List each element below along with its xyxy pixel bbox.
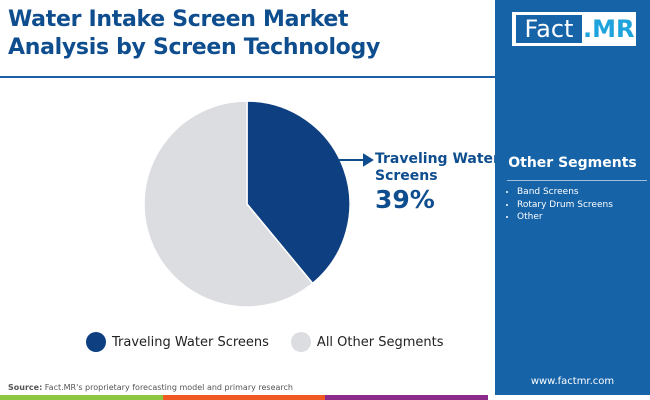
callout-label: Traveling Water — [375, 151, 500, 167]
color-bar-segment — [325, 395, 488, 400]
pie-slice — [143, 100, 314, 308]
source-note: Source: Fact.MR's proprietary forecastin… — [8, 383, 293, 392]
logo-text: .MR — [583, 15, 635, 43]
source-label: Source: — [8, 383, 43, 392]
legend-label: All Other Segments — [316, 334, 444, 350]
factmr-logo: Fact .MR — [512, 12, 636, 46]
sidebar: Fact.MR Other Segments Band Screens Rota… — [495, 0, 650, 395]
divider — [0, 76, 495, 78]
color-bar — [0, 395, 650, 400]
divider — [507, 180, 647, 181]
other-segments-heading: Other Segments — [508, 155, 637, 171]
list-item: Rotary Drum Screens — [517, 199, 613, 212]
legend-label: Traveling Water Screens — [112, 334, 269, 350]
legend-swatch — [86, 332, 106, 352]
color-bar-segment — [0, 395, 163, 400]
callout: Traveling Water Screens 39% — [375, 151, 500, 215]
title-line: Analysis by Screen Technology — [8, 35, 380, 60]
source-text: Fact.MR's proprietary forecasting model … — [42, 383, 294, 392]
other-segments-list: Band Screens Rotary Drum Screens Other — [505, 186, 613, 224]
callout-label: Screens — [375, 168, 438, 184]
list-item: Other — [517, 211, 613, 224]
logo-text: Fact — [516, 15, 582, 43]
color-bar-segment — [487, 395, 650, 400]
list-item: Band Screens — [517, 186, 613, 199]
legend: Traveling Water Screens All Other Segmen… — [86, 332, 444, 352]
callout-arrow — [338, 153, 374, 167]
title-line: Water Intake Screen Market — [8, 7, 349, 32]
callout-value: 39% — [375, 185, 435, 214]
pie-slice — [246, 100, 351, 285]
page-title: Water Intake Screen Market Analysis by Sc… — [8, 6, 380, 62]
legend-swatch — [290, 332, 311, 352]
website-link[interactable]: www.factmr.com — [530, 376, 615, 387]
color-bar-segment — [162, 395, 325, 400]
pie-chart — [143, 100, 374, 308]
